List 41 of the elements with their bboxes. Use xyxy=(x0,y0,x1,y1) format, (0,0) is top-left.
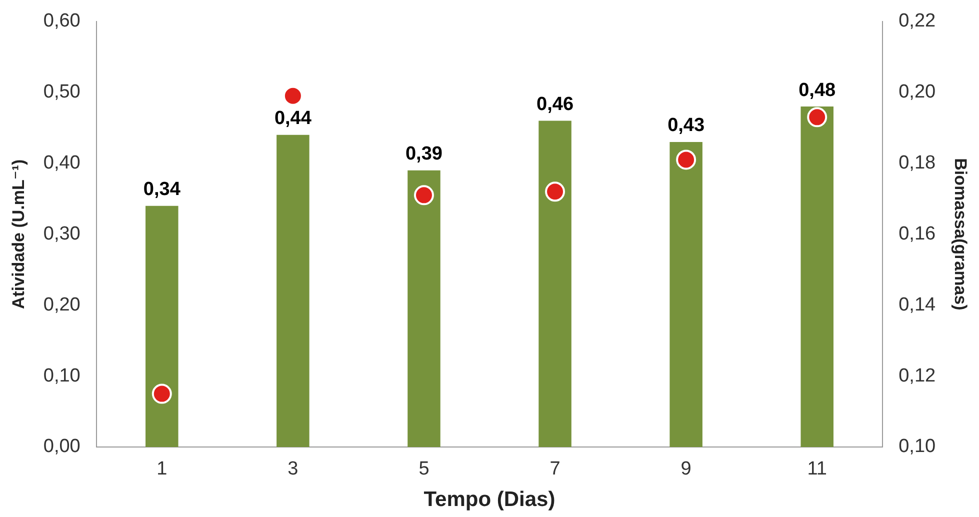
x-tick-label: 11 xyxy=(807,458,827,480)
y-tick-label: 0,50 xyxy=(43,82,80,103)
bar xyxy=(408,170,440,447)
y-tick-label: 0,40 xyxy=(43,152,80,174)
x-tick-label: 7 xyxy=(550,458,560,480)
point xyxy=(152,384,172,404)
bar xyxy=(538,120,572,447)
y-tick-label: 0,00 xyxy=(43,436,80,458)
y2-tick-label: 0,20 xyxy=(898,82,936,103)
text: 0,39 xyxy=(405,144,442,165)
point xyxy=(676,150,696,170)
point xyxy=(545,182,566,202)
bar xyxy=(276,134,310,447)
x-tick-label: 3 xyxy=(288,458,298,480)
x-tick-label: 5 xyxy=(418,458,430,480)
text: 0,48 xyxy=(798,80,836,101)
y2-tick-label: 0,12 xyxy=(898,365,936,386)
text: 0,34 xyxy=(143,179,180,200)
y2-tick-label: 0,16 xyxy=(898,223,936,244)
text: 0,46 xyxy=(536,94,574,115)
x-tick-label: 1 xyxy=(156,458,168,480)
bar xyxy=(670,142,702,447)
y2-tick-label: 0,14 xyxy=(898,294,936,316)
x-axis-title: Tempo (Dias) xyxy=(424,488,556,512)
text: 0,44 xyxy=(274,108,312,130)
y-tick-label: 0,10 xyxy=(43,365,80,386)
bar xyxy=(800,106,834,447)
y2-axis-title: Biomassa(gramas) xyxy=(951,158,970,310)
bar xyxy=(146,206,178,447)
y2-tick-label: 0,18 xyxy=(898,152,936,174)
y2-tick-label: 0,22 xyxy=(898,10,936,32)
text: 0,43 xyxy=(668,115,705,136)
x-tick-label: 9 xyxy=(680,458,692,480)
y-tick-label: 0,30 xyxy=(43,223,80,244)
point xyxy=(282,86,303,106)
y-axis-title: Atividade (U.mL⁻¹) xyxy=(8,159,28,310)
y-tick-label: 0,20 xyxy=(43,294,80,316)
point xyxy=(414,185,434,206)
point xyxy=(807,107,828,128)
y-tick-label: 0,60 xyxy=(43,10,80,32)
y2-tick-label: 0,10 xyxy=(898,436,936,458)
